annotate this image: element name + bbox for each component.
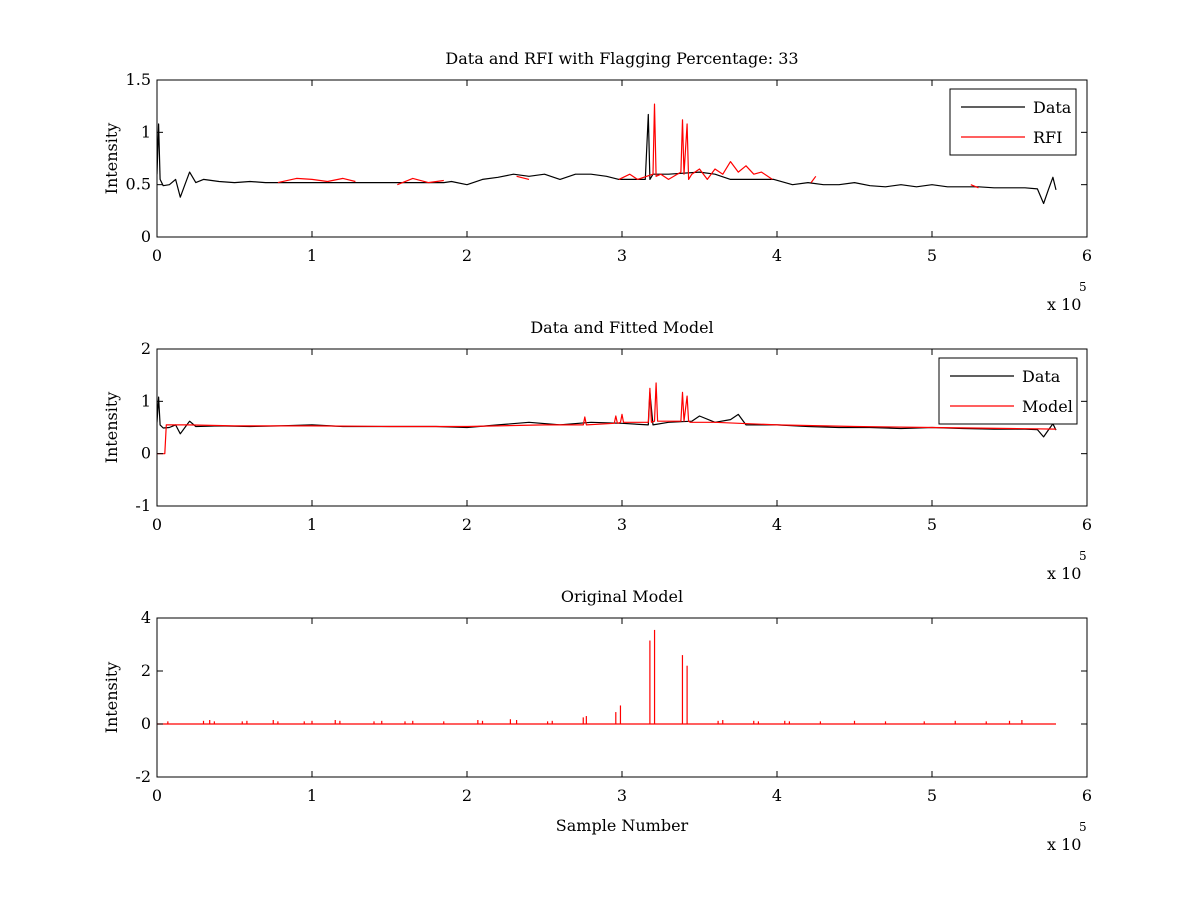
x-tick-label: 3 bbox=[617, 246, 627, 265]
x-tick-label: 0 bbox=[152, 515, 162, 534]
legend-label-data: Data bbox=[1022, 367, 1061, 386]
x-tick-label: 5 bbox=[927, 515, 937, 534]
y-tick-label: 0.5 bbox=[126, 175, 151, 194]
legend-box bbox=[949, 88, 1077, 156]
x-tick-label: 6 bbox=[1082, 246, 1092, 265]
series-rfi-segment-0 bbox=[277, 177, 356, 184]
x-tick-label: 3 bbox=[617, 515, 627, 534]
legend: Data RFI bbox=[949, 88, 1077, 156]
plot-area bbox=[156, 79, 1088, 238]
x-tick-label: 0 bbox=[152, 246, 162, 265]
chart-title: Data and Fitted Model bbox=[530, 318, 713, 337]
x-tick-label: 4 bbox=[772, 786, 782, 805]
x-multiplier-base: x 10 bbox=[1047, 295, 1081, 314]
chart-title: Original Model bbox=[561, 587, 683, 606]
x-tick-label: 5 bbox=[927, 246, 937, 265]
series-rfi-segment-4 bbox=[810, 175, 817, 183]
legend: Data Model bbox=[938, 357, 1078, 425]
series-model-line bbox=[157, 382, 1057, 455]
x-tick-label: 1 bbox=[307, 515, 317, 534]
y-tick-label: 2 bbox=[141, 339, 151, 358]
panel-data-and-rfi: 0 1 2 3 4 5 6 0 0.5 1 1.5 Data and RFI with Flaggin… bbox=[102, 49, 1092, 314]
y-tick-label: -2 bbox=[135, 767, 151, 786]
x-tick-label: 2 bbox=[462, 515, 472, 534]
series-rfi-segment-5 bbox=[970, 184, 979, 189]
x-axis-label: Sample Number bbox=[556, 816, 689, 835]
x-tick-label: 0 bbox=[152, 786, 162, 805]
series-rfi-segment-1 bbox=[397, 177, 444, 186]
legend-label-rfi: RFI bbox=[1033, 128, 1062, 147]
y-tick-label: 0 bbox=[141, 714, 151, 733]
y-tick-label: 0 bbox=[141, 227, 151, 246]
legend-box bbox=[938, 357, 1078, 425]
y-axis-label: Intensity bbox=[102, 392, 121, 464]
y-tick-label: 4 bbox=[141, 608, 151, 627]
plot-series-layer bbox=[157, 382, 1057, 455]
x-multiplier-base: x 10 bbox=[1047, 835, 1081, 854]
x-tick-label: 2 bbox=[462, 246, 472, 265]
series-rfi-segment-2 bbox=[516, 175, 530, 180]
y-tick-label: -1 bbox=[135, 496, 151, 515]
y-tick-label: 2 bbox=[141, 661, 151, 680]
y-tick-label: 1 bbox=[141, 122, 151, 141]
x-tick-label: 6 bbox=[1082, 786, 1092, 805]
x-multiplier-exponent: 5 bbox=[1079, 820, 1087, 834]
series-rfi-segment-3 bbox=[618, 103, 773, 180]
y-axis-label: Intensity bbox=[102, 123, 121, 195]
plot-series-layer bbox=[157, 629, 1056, 725]
x-tick-label: 5 bbox=[927, 786, 937, 805]
plot-series-layer bbox=[157, 103, 1057, 205]
legend-label-data: Data bbox=[1033, 98, 1072, 117]
x-multiplier-exponent: 5 bbox=[1079, 280, 1087, 294]
y-tick-label: 1.5 bbox=[126, 70, 151, 89]
x-tick-label: 6 bbox=[1082, 515, 1092, 534]
x-tick-label: 4 bbox=[772, 246, 782, 265]
x-tick-label: 1 bbox=[307, 246, 317, 265]
x-tick-label: 4 bbox=[772, 515, 782, 534]
x-tick-label: 1 bbox=[307, 786, 317, 805]
plot-area bbox=[156, 617, 1088, 778]
chart-title: Data and RFI with Flagging Percentage: 3… bbox=[445, 49, 798, 68]
x-tick-label: 2 bbox=[462, 786, 472, 805]
legend-label-model: Model bbox=[1022, 397, 1073, 416]
x-tick-label: 3 bbox=[617, 786, 627, 805]
y-tick-label: 1 bbox=[141, 391, 151, 410]
y-tick-label: 0 bbox=[141, 444, 151, 463]
x-multiplier-exponent: 5 bbox=[1079, 549, 1087, 563]
x-multiplier-base: x 10 bbox=[1047, 564, 1081, 583]
y-axis-label: Intensity bbox=[102, 662, 121, 734]
